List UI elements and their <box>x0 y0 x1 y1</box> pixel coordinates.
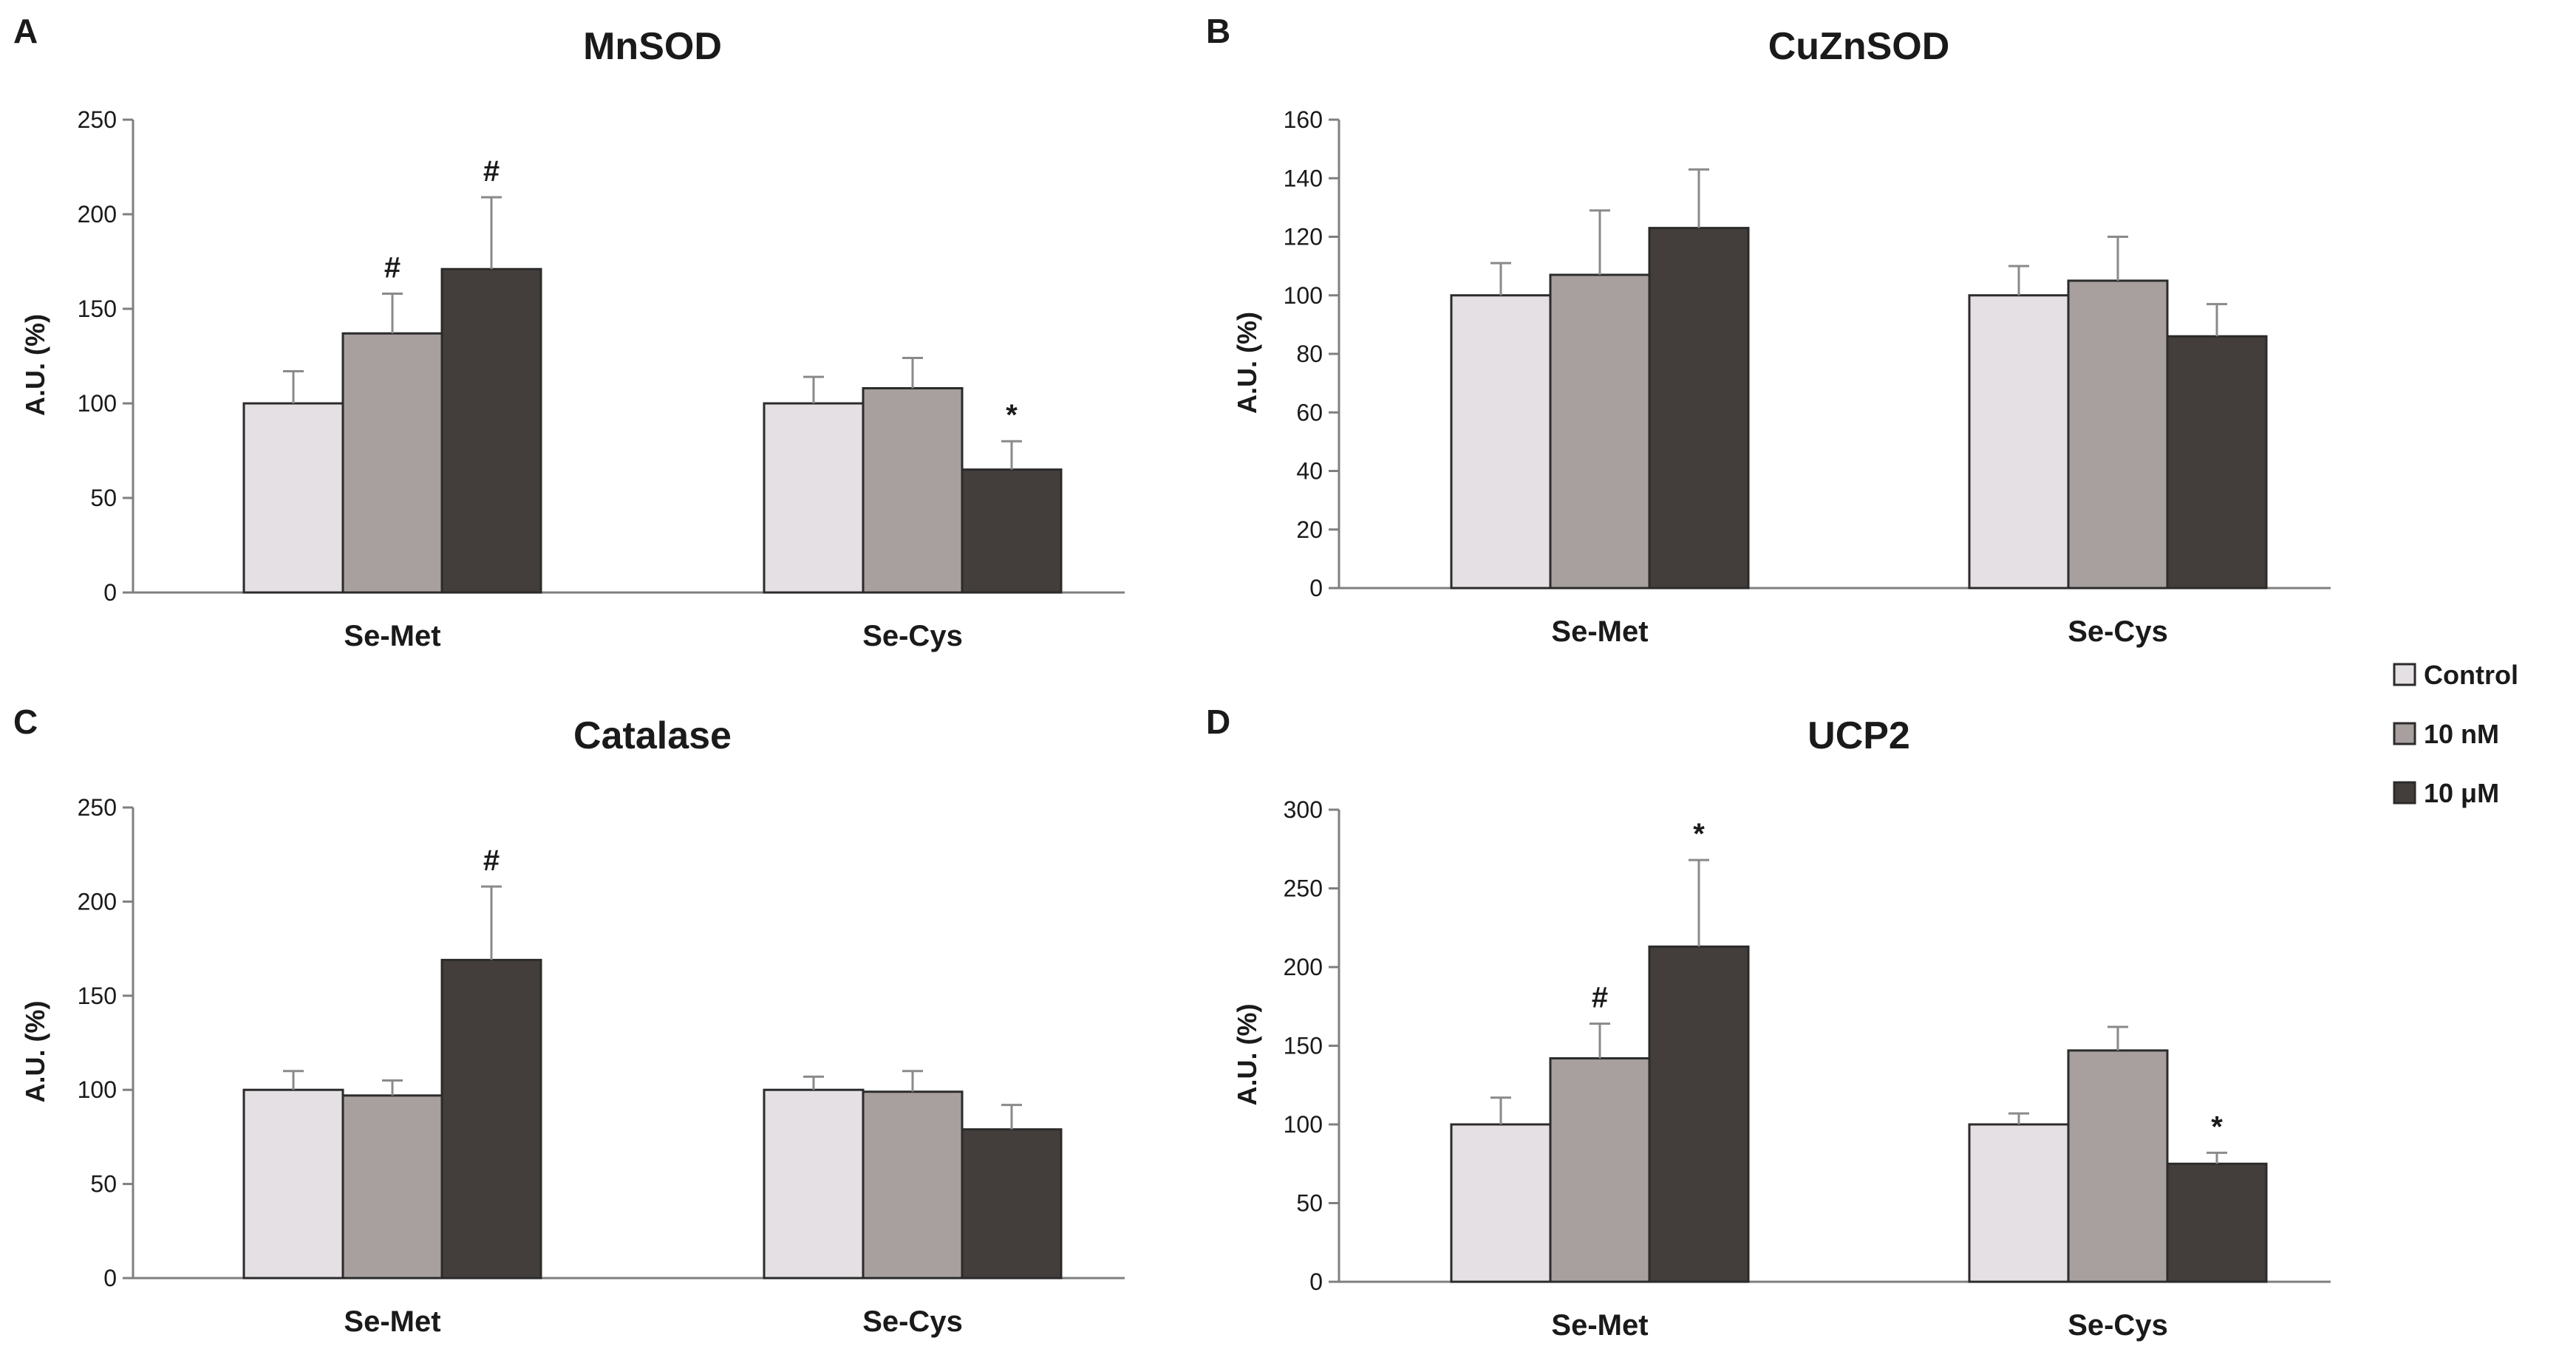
significance-mark: # <box>384 252 401 284</box>
y-tick-label: 200 <box>1284 954 1323 980</box>
panel-letter: D <box>1206 703 1230 741</box>
y-tick-label: 100 <box>78 390 117 417</box>
legend-swatch <box>2393 663 2416 686</box>
chart-title: MnSOD <box>583 25 722 68</box>
panel-letter: B <box>1206 12 1230 50</box>
panel-letter: A <box>13 12 38 50</box>
bar <box>763 402 865 594</box>
legend-swatch <box>2393 781 2416 805</box>
bar <box>1648 227 1750 590</box>
bar <box>862 387 964 594</box>
bar <box>242 402 344 594</box>
bar <box>961 1128 1063 1280</box>
y-tick-label: 150 <box>1284 1033 1323 1059</box>
y-axis-label: A.U. (%) <box>20 314 50 416</box>
y-axis-label: A.U. (%) <box>1232 1004 1262 1106</box>
bar <box>1549 1057 1651 1283</box>
category-label: Se-Met <box>344 620 440 652</box>
y-tick-label: 0 <box>1309 1268 1323 1295</box>
y-tick-label: 100 <box>78 1076 117 1103</box>
bar <box>961 468 1063 594</box>
bar <box>2166 335 2268 590</box>
bar <box>763 1088 865 1280</box>
chart-panel-b: B CuZnSOD A.U. (%) 0 20 40 60 80 100 120 140 160 Se-… <box>1206 12 2331 648</box>
bar <box>2067 1049 2169 1283</box>
category-label: Se-Met <box>1551 615 1648 648</box>
legend-label: 10 μM <box>2424 778 2499 808</box>
y-tick-label: 60 <box>1296 399 1323 426</box>
y-tick-label: 150 <box>78 296 117 322</box>
significance-mark: # <box>483 155 500 188</box>
significance-mark: * <box>2211 1110 2223 1143</box>
bar <box>1450 1123 1552 1283</box>
bar <box>440 267 542 594</box>
y-tick-label: 100 <box>1284 1111 1323 1138</box>
bar <box>1648 945 1750 1283</box>
bar <box>341 332 443 594</box>
y-tick-label: 0 <box>1309 575 1323 601</box>
bar <box>341 1094 443 1280</box>
significance-mark: * <box>1693 818 1705 850</box>
bar <box>1549 273 1651 590</box>
y-tick-label: 50 <box>1296 1190 1323 1217</box>
legend-label: 10 nM <box>2424 719 2499 749</box>
legend: Control 10 nM 10 μM <box>2393 660 2518 808</box>
significance-mark: # <box>483 844 500 877</box>
y-tick-label: 140 <box>1284 165 1323 191</box>
y-tick-label: 150 <box>78 983 117 1009</box>
chart-panel-c: C Catalase A.U. (%) 0 50 100 150 200 250 Se-Met Se… <box>13 703 1125 1338</box>
category-label: Se-Met <box>344 1305 440 1338</box>
y-axis-label: A.U. (%) <box>1232 312 1262 414</box>
chart-panel-d: D UCP2 A.U. (%) 0 50 100 150 200 250 300 Se-Met Se-… <box>1206 703 2331 1342</box>
y-tick-label: 250 <box>1284 875 1323 902</box>
legend-label: Control <box>2424 660 2518 690</box>
bar <box>1450 294 1552 590</box>
chart-title: CuZnSOD <box>1768 25 1950 68</box>
bar <box>862 1090 964 1280</box>
bar <box>242 1088 344 1280</box>
category-label: Se-Cys <box>2068 1309 2168 1342</box>
y-tick-label: 300 <box>1284 796 1323 823</box>
y-tick-label: 250 <box>78 794 117 821</box>
y-tick-label: 20 <box>1296 516 1323 543</box>
y-tick-label: 0 <box>103 579 117 606</box>
bar <box>440 958 542 1280</box>
bar <box>1968 1123 2070 1283</box>
category-label: Se-Cys <box>862 1305 963 1338</box>
chart-title: UCP2 <box>1807 714 1910 757</box>
bar <box>1968 294 2070 590</box>
y-tick-label: 120 <box>1284 224 1323 250</box>
chart-panel-a: A MnSOD A.U. (%) 0 50 100 150 200 250 Se-Met Se-Cy… <box>13 12 1125 652</box>
y-tick-label: 200 <box>78 201 117 228</box>
panel-letter: C <box>13 703 38 741</box>
y-tick-label: 50 <box>90 1171 117 1198</box>
category-label: Se-Met <box>1551 1309 1648 1342</box>
y-tick-label: 160 <box>1284 106 1323 133</box>
category-label: Se-Cys <box>2068 615 2168 648</box>
y-axis-label: A.U. (%) <box>20 1001 50 1103</box>
category-label: Se-Cys <box>862 620 963 652</box>
bar <box>2067 279 2169 590</box>
chart-title: Catalase <box>573 714 732 757</box>
y-tick-label: 50 <box>90 485 117 511</box>
legend-swatch <box>2393 722 2416 745</box>
significance-mark: # <box>1592 982 1608 1014</box>
y-tick-label: 250 <box>78 106 117 133</box>
y-tick-label: 200 <box>78 888 117 915</box>
significance-mark: * <box>1006 399 1018 431</box>
y-tick-label: 0 <box>103 1265 117 1291</box>
y-tick-label: 80 <box>1296 341 1323 367</box>
y-tick-label: 100 <box>1284 282 1323 309</box>
bar <box>2166 1162 2268 1283</box>
y-tick-label: 40 <box>1296 458 1323 485</box>
